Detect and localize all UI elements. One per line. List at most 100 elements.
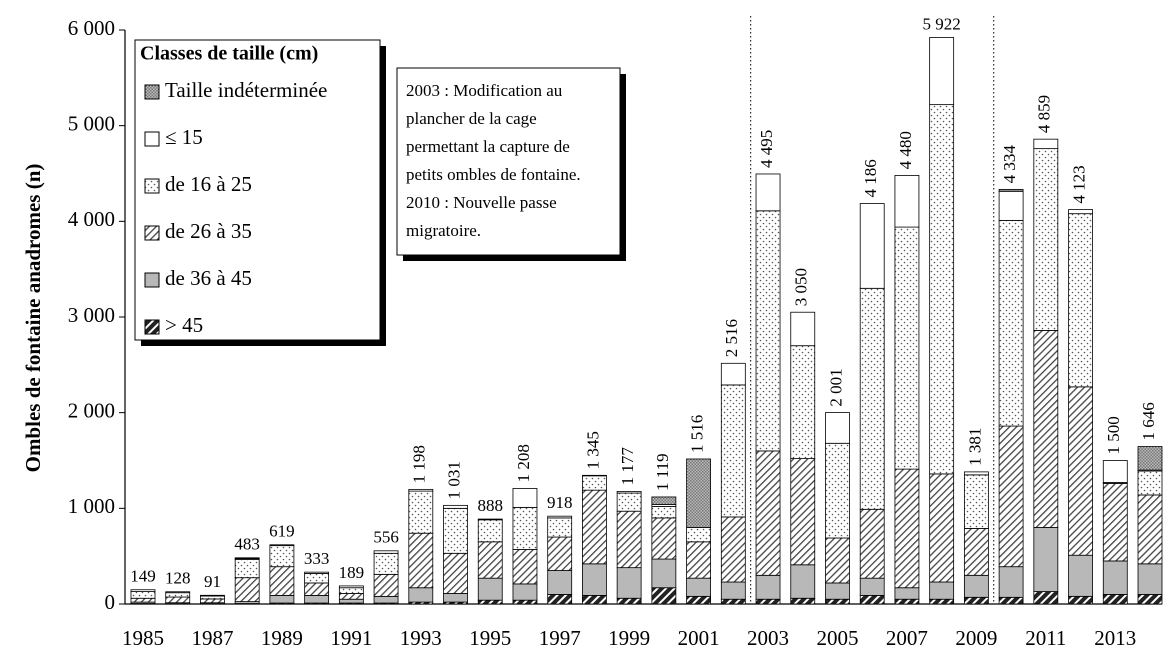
bar-segment <box>1069 387 1093 555</box>
bar-segment <box>860 578 884 595</box>
bar-segment <box>131 598 155 602</box>
bar-segment <box>930 474 954 582</box>
bar-segment <box>930 582 954 599</box>
bar-segment <box>548 516 572 518</box>
bar-segment <box>374 574 398 596</box>
bar-segment <box>652 518 676 559</box>
total-label: 1 500 <box>1104 416 1123 454</box>
bar-segment <box>478 520 502 542</box>
bar-segment <box>687 596 711 604</box>
bar-segment <box>478 600 502 604</box>
bar-segment <box>617 598 641 604</box>
bar-segment <box>270 545 294 546</box>
bar-segment <box>652 506 676 517</box>
total-label: 3 050 <box>792 268 811 306</box>
bar-segment <box>548 537 572 570</box>
bar-segment <box>652 559 676 588</box>
legend-label: de 36 à 45 <box>165 266 252 290</box>
total-label: 4 495 <box>757 130 776 168</box>
total-label: 1 031 <box>444 461 463 499</box>
bar-segment <box>513 584 537 600</box>
bar-segment <box>999 191 1023 220</box>
bar-segment <box>582 564 606 596</box>
bar-segment <box>409 489 433 491</box>
legend-label: de 16 à 25 <box>165 172 252 196</box>
bar-segment <box>964 597 988 604</box>
annotation-line: 2003 : Modification au <box>406 81 563 100</box>
bar-segment <box>721 582 745 599</box>
bar-segment <box>200 595 224 596</box>
bar-segment <box>444 508 468 553</box>
bar-segment <box>617 568 641 599</box>
bar-segment <box>478 542 502 578</box>
bar-segment <box>964 475 988 529</box>
bar-segment <box>930 599 954 604</box>
bar-segment <box>1069 555 1093 596</box>
bar-segment <box>860 204 884 289</box>
bar-segment <box>687 459 711 527</box>
legend-swatch <box>145 320 159 334</box>
bar-segment <box>791 346 815 459</box>
annotation: 2003 : Modification au plancher de la cag… <box>397 68 626 261</box>
bar-segment <box>1138 495 1162 564</box>
bar-segment <box>999 189 1023 191</box>
total-label: 1 177 <box>618 447 637 486</box>
bar-segment <box>791 565 815 598</box>
total-label: 1 516 <box>687 415 706 453</box>
total-label: 556 <box>373 528 399 547</box>
legend-swatch <box>145 273 159 287</box>
bar-segment <box>582 490 606 564</box>
bar-segment <box>478 578 502 600</box>
bar-segment <box>305 573 329 583</box>
annotation-line: petits ombles de fontaine. <box>406 165 581 184</box>
bar-segment <box>825 443 849 538</box>
total-label: 4 334 <box>1000 145 1019 184</box>
bar-segment <box>791 598 815 604</box>
total-label: 1 381 <box>965 428 984 466</box>
bar-segment <box>409 533 433 588</box>
x-tick-label: 1999 <box>608 626 650 650</box>
y-tick-label: 6 000 <box>68 16 115 40</box>
bar-segment <box>513 488 537 507</box>
bar-segment <box>235 578 259 602</box>
bar-segment <box>860 509 884 578</box>
annotation-line: plancher de la cage <box>406 109 537 128</box>
y-axis-label: Ombles de fontaine anadromes (n) <box>21 164 45 473</box>
bar-segment <box>721 599 745 604</box>
bar-segment <box>1103 594 1127 604</box>
total-label: 4 123 <box>1069 165 1088 203</box>
bar-segment <box>200 596 224 599</box>
bar-segment <box>1138 471 1162 495</box>
bar-segment <box>548 594 572 604</box>
bar-segment <box>721 517 745 582</box>
bar-segment <box>1103 461 1127 483</box>
legend-swatch <box>145 179 159 193</box>
bar-segment <box>235 560 259 578</box>
x-tick-label: 2003 <box>747 626 789 650</box>
bar-segment <box>409 588 433 602</box>
bar-segment <box>756 174 780 211</box>
bar-segment <box>305 583 329 595</box>
bar-segment <box>166 592 190 593</box>
total-label: 128 <box>165 569 191 588</box>
total-label: 149 <box>130 567 156 586</box>
bar-segment <box>930 105 954 474</box>
bar-segment <box>617 493 641 511</box>
total-label: 483 <box>234 535 260 554</box>
total-label: 4 186 <box>861 159 880 197</box>
bar-segment <box>166 593 190 597</box>
bar-segment <box>444 593 468 602</box>
bar-segment <box>339 593 363 599</box>
bar-segment <box>1034 139 1058 148</box>
bar-segment <box>409 491 433 533</box>
bar-segment <box>1138 564 1162 595</box>
bar-segment <box>652 497 676 505</box>
bar-segment <box>166 597 190 603</box>
total-label: 333 <box>304 549 330 568</box>
y-tick-label: 3 000 <box>68 303 115 327</box>
bar-segment <box>721 363 745 385</box>
total-label: 1 119 <box>653 453 672 491</box>
x-tick-label: 2007 <box>886 626 928 650</box>
bar-segment <box>374 596 398 603</box>
